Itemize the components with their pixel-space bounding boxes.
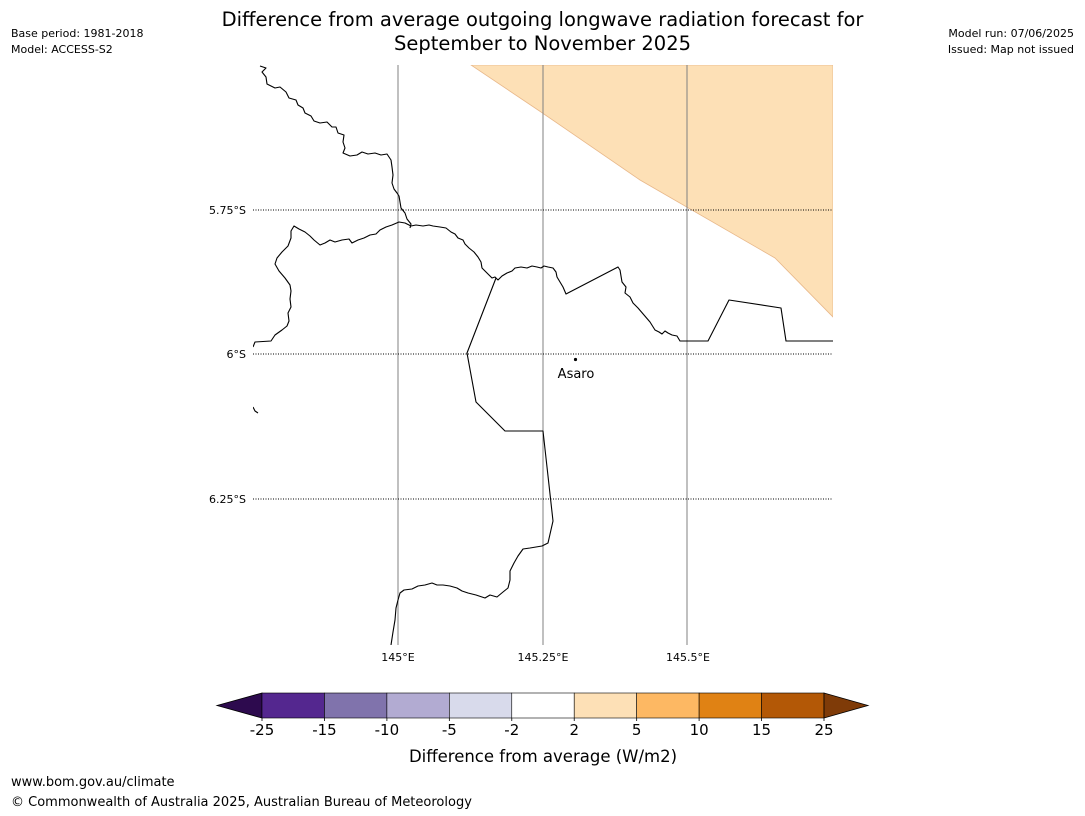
meta-right: Model run: 07/06/2025 Issued: Map not is… (948, 26, 1074, 58)
lat-label-5-75s: 5.75°S (209, 204, 246, 217)
lat-label-6-25s: 6.25°S (209, 493, 246, 506)
lon-label-145e: 145°E (381, 651, 414, 664)
colorbar-segment (261, 692, 325, 719)
longitude-lines (397, 65, 688, 645)
lat-label-6s: 6°S (227, 348, 246, 361)
base-period-text: Base period: 1981-2018 (11, 27, 144, 40)
colorbar-tick-label: -5 (442, 721, 457, 739)
footer-copyright: © Commonwealth of Australia 2025, Austra… (11, 795, 472, 810)
colorbar-extend-low (215, 692, 263, 719)
footer-url: www.bom.gov.au/climate (11, 775, 175, 790)
colorbar-segment (449, 692, 513, 719)
colorbar-segment (511, 692, 575, 719)
colorbar-segment (761, 692, 825, 719)
colorbar-segment (698, 692, 762, 719)
meta-left: Base period: 1981-2018 Model: ACCESS-S2 (11, 26, 143, 58)
model-run-text: Model run: 07/06/2025 (948, 27, 1074, 40)
title-line-2: September to November 2025 (393, 32, 692, 55)
forecast-shaded-area (470, 65, 833, 318)
colorbar-tick-label: -2 (504, 721, 519, 739)
colorbar-tick-label: 5 (632, 721, 642, 739)
colorbar-segment (573, 692, 637, 719)
longitude-labels: 145°E 145.25°E 145.5°E (381, 651, 710, 664)
colorbar-segment (324, 692, 388, 719)
northwest-boundary (259, 65, 412, 229)
colorbar: -25 -15 -10 -5 -2 2 5 10 15 25 (215, 692, 870, 739)
lon-label-145-5e: 145.5°E (666, 651, 710, 664)
issued-text: Issued: Map not issued (947, 43, 1074, 56)
colorbar-tick-label: 15 (752, 721, 771, 739)
asaro-label: Asaro (558, 367, 595, 382)
colorbar-tick-label: 2 (569, 721, 579, 739)
colorbar-title: Difference from average (W/m2) (409, 747, 677, 766)
central-boundary (253, 221, 833, 348)
west-fragment (253, 406, 259, 414)
latitude-lines (253, 209, 833, 500)
colorbar-tick-label: -25 (250, 721, 275, 739)
latitude-labels: 5.75°S 6°S 6.25°S (209, 204, 246, 506)
model-text: Model: ACCESS-S2 (11, 43, 113, 56)
colorbar-tick-label: -15 (312, 721, 337, 739)
colorbar-segment (386, 692, 450, 719)
colorbar-tick-label: 25 (814, 721, 833, 739)
title-line-1: Difference from average outgoing longwav… (221, 8, 864, 31)
province-boundaries (253, 65, 833, 645)
central-southern-boundary (390, 277, 554, 645)
colorbar-segment (636, 692, 700, 719)
lon-label-145-25e: 145.25°E (518, 651, 569, 664)
colorbar-extend-high (823, 692, 870, 719)
map-title: Difference from average outgoing longwav… (0, 8, 1085, 56)
colorbar-tick-label: 10 (690, 721, 709, 739)
asaro-marker (573, 357, 578, 362)
colorbar-tick-label: -10 (375, 721, 400, 739)
